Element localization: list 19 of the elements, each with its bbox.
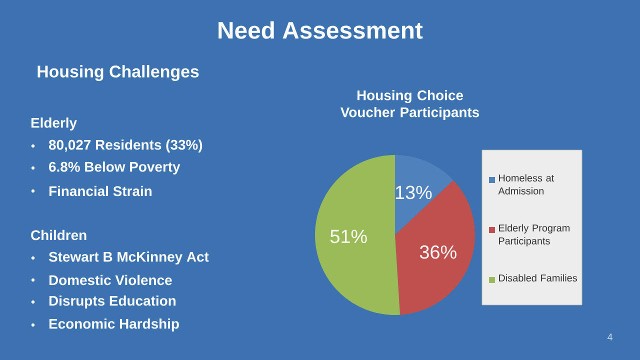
- text: Need Assessment: [218, 21, 423, 39]
- text: Economic Hardship: [49, 318, 179, 332]
- text: Elderly: [31, 118, 77, 130]
- text: Children: [31, 230, 86, 240]
- text: 80,027 Residents (33%): [48, 140, 202, 152]
- data-label: 13%: [396, 186, 432, 200]
- text: Domestic Violence: [49, 274, 172, 286]
- text: Disrupts Education: [49, 296, 176, 308]
- data-label: 51%: [330, 230, 367, 244]
- data-label: 36%: [420, 245, 456, 259]
- text: Financial Strain: [49, 186, 152, 196]
- chart-title: Housing Choice Voucher Participants: [340, 90, 480, 120]
- text: Housing Challenges: [38, 65, 199, 81]
- text: Stewart B McKinney Act: [48, 252, 209, 264]
- legend-label: Disabled Families: [499, 274, 577, 282]
- legend-label: Homeless at Admission: [498, 174, 554, 194]
- text: 6.8% Below Poverty: [49, 162, 180, 174]
- text: 4: [607, 334, 612, 340]
- legend-label: Elderly Program Participants: [499, 224, 570, 246]
